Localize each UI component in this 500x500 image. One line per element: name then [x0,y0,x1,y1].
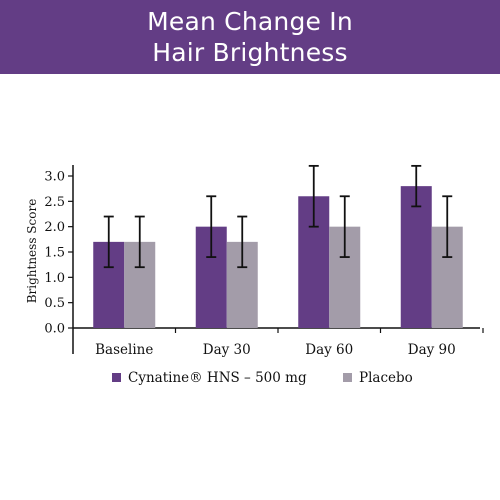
y-tick-label: 1.0 [44,271,65,286]
title-banner: Mean Change In Hair Brightness [0,0,500,74]
legend-swatch [343,373,352,382]
y-tick-label: 2.5 [44,195,65,210]
x-category-label: Day 60 [305,342,353,358]
x-category-label: Day 30 [203,342,251,358]
y-tick-label: 2.0 [44,220,65,235]
y-axis-title: Brightness Score [25,199,39,304]
legend-label: Cynatine® HNS – 500 mg [128,370,307,386]
legend-item-placebo: Placebo [343,370,413,386]
bar-cynatine [400,186,432,328]
chart-title-line-2: Hair Brightness [152,38,348,67]
y-tick-label: 0.5 [44,296,65,311]
y-tick-label: 3.0 [44,170,65,185]
y-tick-label: 0.0 [44,322,65,337]
legend-item-cynatine: Cynatine® HNS – 500 mg [112,370,307,386]
legend-label: Placebo [359,370,413,386]
x-category-label: Day 90 [408,342,456,358]
x-category-label: Baseline [95,342,153,358]
y-tick-label: 1.5 [44,246,65,261]
legend-swatch [112,373,121,382]
chart-title-line-1: Mean Change In [147,7,353,36]
